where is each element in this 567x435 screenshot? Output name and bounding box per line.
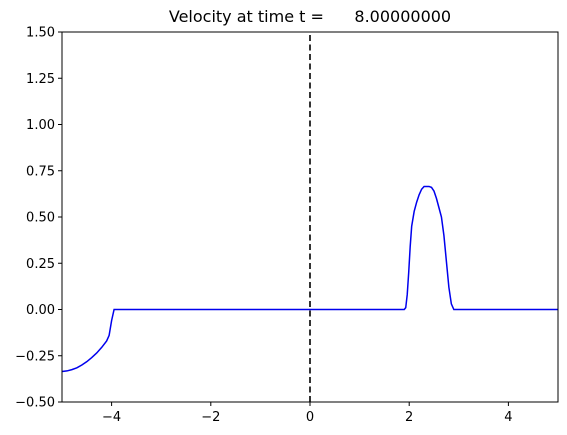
- y-tick-label: 0.25: [26, 257, 55, 272]
- y-tick-label: 1.00: [26, 118, 55, 133]
- x-tick-label: 4: [504, 410, 512, 425]
- y-tick-label: 0.00: [26, 303, 55, 318]
- y-tick-label: −0.50: [15, 396, 55, 411]
- y-tick-label: 0.50: [26, 211, 55, 226]
- plot-area: [62, 32, 558, 402]
- y-axis: −0.50 −0.25 0.00 0.25 0.50 0.75 1.00 1.25 1.50: [15, 26, 62, 411]
- velocity-line-series: [62, 185, 558, 373]
- chart-title: Velocity at time t = 8.00000000: [169, 7, 451, 26]
- y-tick-label: 1.25: [26, 72, 55, 87]
- y-tick-label: −0.25: [15, 349, 55, 364]
- x-tick-label: −2: [201, 410, 220, 425]
- x-tick-label: 2: [405, 410, 413, 425]
- x-tick-label: 0: [306, 410, 314, 425]
- y-tick-label: 0.75: [26, 164, 55, 179]
- x-tick-label: −4: [102, 410, 121, 425]
- y-tick-label: 1.50: [26, 26, 55, 41]
- x-axis: −4 −2 0 2 4: [102, 402, 513, 425]
